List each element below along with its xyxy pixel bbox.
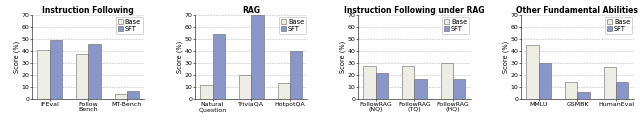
Y-axis label: Score (%): Score (%) bbox=[177, 41, 183, 73]
Y-axis label: Score (%): Score (%) bbox=[502, 41, 509, 73]
Bar bbox=[76, 54, 88, 99]
Bar bbox=[239, 75, 252, 99]
Bar bbox=[278, 83, 290, 99]
Bar bbox=[49, 40, 62, 99]
Bar bbox=[616, 82, 628, 99]
Bar bbox=[453, 79, 465, 99]
Bar bbox=[565, 82, 577, 99]
Bar bbox=[88, 44, 100, 99]
Bar bbox=[212, 34, 225, 99]
Bar bbox=[604, 67, 616, 99]
Title: RAG: RAG bbox=[243, 6, 260, 15]
Bar bbox=[539, 63, 551, 99]
Bar bbox=[526, 45, 539, 99]
Bar bbox=[414, 79, 427, 99]
Legend: Base, SFT: Base, SFT bbox=[605, 17, 632, 34]
Y-axis label: Score (%): Score (%) bbox=[13, 41, 20, 73]
Bar bbox=[200, 85, 212, 99]
Legend: Base, SFT: Base, SFT bbox=[116, 17, 143, 34]
Title: Other Fundamental Abilities: Other Fundamental Abilities bbox=[516, 6, 638, 15]
Bar bbox=[577, 92, 590, 99]
Title: Instruction Following: Instruction Following bbox=[42, 6, 134, 15]
Bar bbox=[376, 73, 388, 99]
Bar bbox=[252, 15, 264, 99]
Bar bbox=[115, 94, 127, 99]
Bar bbox=[127, 91, 140, 99]
Y-axis label: Score (%): Score (%) bbox=[340, 41, 346, 73]
Bar bbox=[37, 50, 49, 99]
Bar bbox=[441, 63, 453, 99]
Bar bbox=[290, 51, 302, 99]
Legend: Base, SFT: Base, SFT bbox=[442, 17, 469, 34]
Bar bbox=[402, 66, 414, 99]
Bar bbox=[364, 66, 376, 99]
Legend: Base, SFT: Base, SFT bbox=[279, 17, 306, 34]
Title: Instruction Following under RAG: Instruction Following under RAG bbox=[344, 6, 484, 15]
